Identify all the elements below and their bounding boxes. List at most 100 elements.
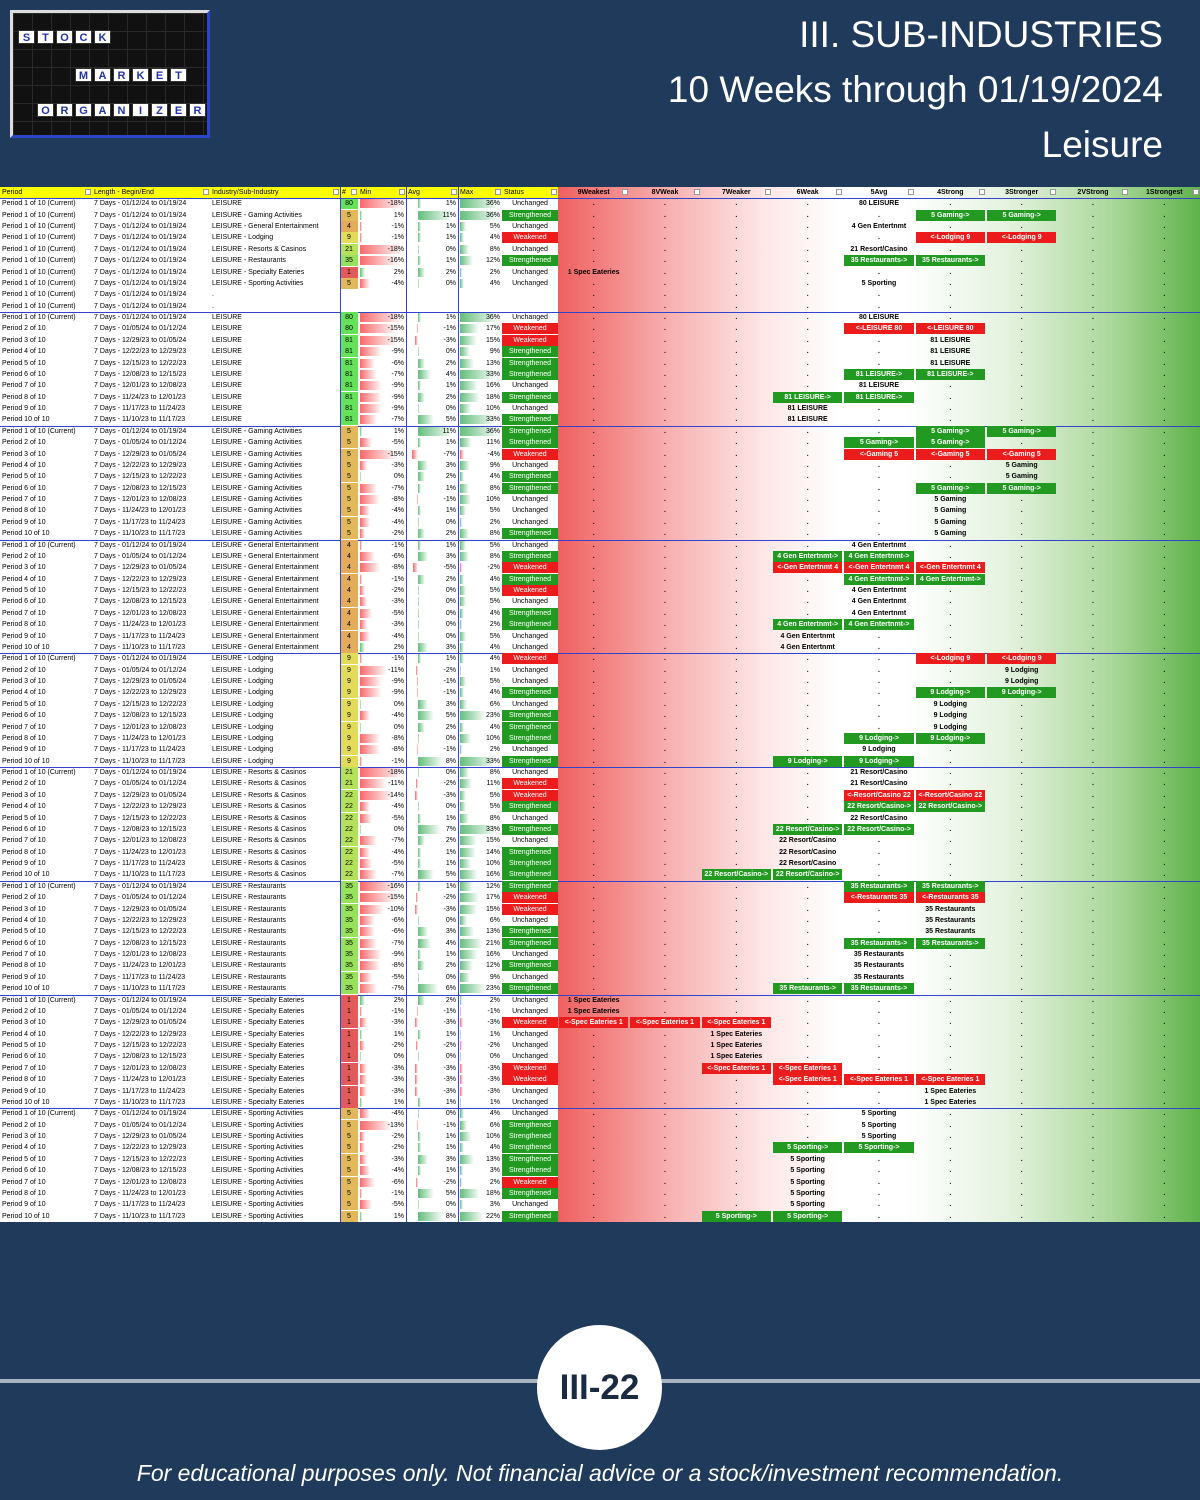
data-bar bbox=[418, 1109, 419, 1119]
rank-cell: . bbox=[1163, 405, 1166, 413]
rank-cell: . bbox=[1092, 325, 1094, 333]
data-bar bbox=[360, 642, 365, 652]
logo-letter: T bbox=[37, 30, 54, 44]
rank-cell: . bbox=[1163, 439, 1166, 447]
rank-cell: . bbox=[806, 575, 809, 583]
table-cell: 81 bbox=[340, 346, 358, 358]
rank-cell: . bbox=[1092, 427, 1094, 435]
table-cell: -1% bbox=[391, 223, 404, 231]
rank-cell: . bbox=[1092, 689, 1094, 697]
table-cell: 12% bbox=[485, 962, 500, 970]
rank-cell: . bbox=[878, 405, 880, 413]
rank-cell: . bbox=[1020, 985, 1023, 993]
rank-cell: . bbox=[1092, 575, 1094, 583]
rank-cell: <-Spec Eateries 1 bbox=[915, 1074, 985, 1086]
table-cell: LEISURE - Restaurants bbox=[212, 951, 286, 959]
table-cell: 9 bbox=[340, 744, 358, 756]
rank-cell: . bbox=[1020, 882, 1023, 890]
rank-cell: . bbox=[1163, 427, 1166, 435]
table-cell: LEISURE - Restaurants bbox=[212, 916, 286, 924]
rank-cell: . bbox=[592, 541, 595, 549]
data-bar bbox=[460, 1041, 463, 1051]
table-cell: 81 bbox=[340, 380, 358, 392]
logo-letter: A bbox=[94, 103, 111, 117]
data-bar bbox=[418, 733, 419, 743]
rank-cell: 9 Lodging-> bbox=[915, 732, 985, 744]
rank-cell: . bbox=[806, 541, 809, 549]
rank-cell: 4 Gen Entertnmt bbox=[780, 643, 835, 651]
rank-cell: 5 Sporting bbox=[790, 1189, 825, 1197]
table-cell: 0% bbox=[393, 1053, 404, 1061]
logo-letter: Z bbox=[151, 103, 168, 117]
table-cell: Period 1 of 10 (Current) bbox=[2, 541, 76, 549]
rank-cell: . bbox=[735, 461, 738, 469]
table-cell: 2% bbox=[445, 530, 456, 538]
table-cell: Period 1 of 10 (Current) bbox=[2, 1110, 76, 1118]
rank-cell: . bbox=[735, 655, 738, 663]
table-cell: LEISURE - Specialty Eateries bbox=[212, 1019, 305, 1027]
rank-cell: . bbox=[1020, 336, 1023, 344]
rank-cell: . bbox=[592, 439, 595, 447]
rank-cell: . bbox=[592, 666, 595, 674]
table-cell: Period 3 of 10 bbox=[2, 336, 46, 344]
rank-cell: . bbox=[1163, 245, 1166, 253]
rank-cell: 22 Resort/Casino-> bbox=[844, 801, 914, 813]
table-cell: 7 Days - 11/24/23 to 12/01/23 bbox=[94, 962, 186, 970]
rank-cell: . bbox=[1092, 1007, 1094, 1015]
data-bar bbox=[418, 574, 425, 584]
data-bar bbox=[460, 324, 479, 334]
table-cell: 5% bbox=[489, 803, 500, 811]
rank-cell: . bbox=[592, 951, 595, 959]
table-cell: 21% bbox=[485, 939, 500, 947]
table-cell: 7 Days - 01/05/24 to 01/12/24 bbox=[94, 325, 187, 333]
table-cell: LEISURE - Restaurants bbox=[212, 905, 286, 913]
table-cell: 7 Days - 01/05/24 to 01/12/24 bbox=[94, 1121, 187, 1129]
table-cell: LEISURE - Lodging bbox=[212, 734, 274, 742]
rank-cell: . bbox=[1020, 393, 1023, 401]
rank-cell: . bbox=[806, 518, 809, 526]
status-cell: Unchanged bbox=[512, 382, 548, 390]
table-cell: 7 Days - 12/22/23 to 12/29/23 bbox=[94, 575, 187, 583]
rank-cell: . bbox=[664, 461, 666, 469]
rank-cell: . bbox=[592, 848, 595, 856]
table-cell: 7 Days - 12/29/23 to 01/05/24 bbox=[94, 450, 187, 458]
rank-cell: . bbox=[1092, 1087, 1094, 1095]
rank-cell: . bbox=[735, 484, 738, 492]
rank-cell: . bbox=[664, 643, 666, 651]
table-cell: 7 Days - 01/12/24 to 01/19/24 bbox=[94, 1110, 187, 1118]
data-bar bbox=[460, 1052, 461, 1062]
table-cell: 7 Days - 11/24/23 to 12/01/23 bbox=[94, 621, 186, 629]
rank-cell: . bbox=[878, 1098, 880, 1106]
rank-cell: . bbox=[878, 1178, 880, 1186]
table-cell: -3% bbox=[391, 1155, 404, 1163]
rank-cell: . bbox=[664, 1053, 666, 1061]
table-cell: 9 bbox=[340, 710, 358, 722]
column-header: 4Strong bbox=[915, 187, 986, 198]
group-separator bbox=[0, 198, 1200, 200]
rank-cell: . bbox=[735, 234, 738, 242]
rank-cell: . bbox=[1092, 678, 1094, 686]
rank-cell: . bbox=[806, 461, 809, 469]
table-cell: 2% bbox=[445, 268, 456, 276]
rank-cell: . bbox=[1092, 1030, 1094, 1038]
rank-cell: . bbox=[878, 1155, 880, 1163]
rank-cell: . bbox=[806, 894, 809, 902]
rank-cell: . bbox=[592, 689, 595, 697]
rank-cell: 4 Gen Entertnmt bbox=[851, 587, 907, 595]
rank-cell: . bbox=[1020, 598, 1023, 606]
table-cell: Period 9 of 10 bbox=[2, 405, 46, 413]
table-cell: Period 9 of 10 bbox=[2, 746, 46, 754]
rank-cell: . bbox=[592, 291, 595, 299]
logo-letter: S bbox=[18, 30, 35, 44]
table-cell: Period 1 of 10 (Current) bbox=[2, 882, 76, 890]
table-cell: LEISURE - Resorts & Casinos bbox=[212, 769, 307, 777]
data-bar bbox=[360, 1109, 370, 1119]
rank-cell: . bbox=[592, 655, 595, 663]
rank-cell: . bbox=[949, 1110, 952, 1118]
table-cell: LEISURE - General Entertainment bbox=[212, 643, 319, 651]
table-cell: -1% bbox=[487, 1007, 500, 1015]
rank-cell: 1 Spec Eateries bbox=[924, 1098, 977, 1106]
rank-cell: . bbox=[592, 359, 595, 367]
table-cell: 0% bbox=[445, 916, 456, 924]
rank-cell: . bbox=[664, 621, 666, 629]
